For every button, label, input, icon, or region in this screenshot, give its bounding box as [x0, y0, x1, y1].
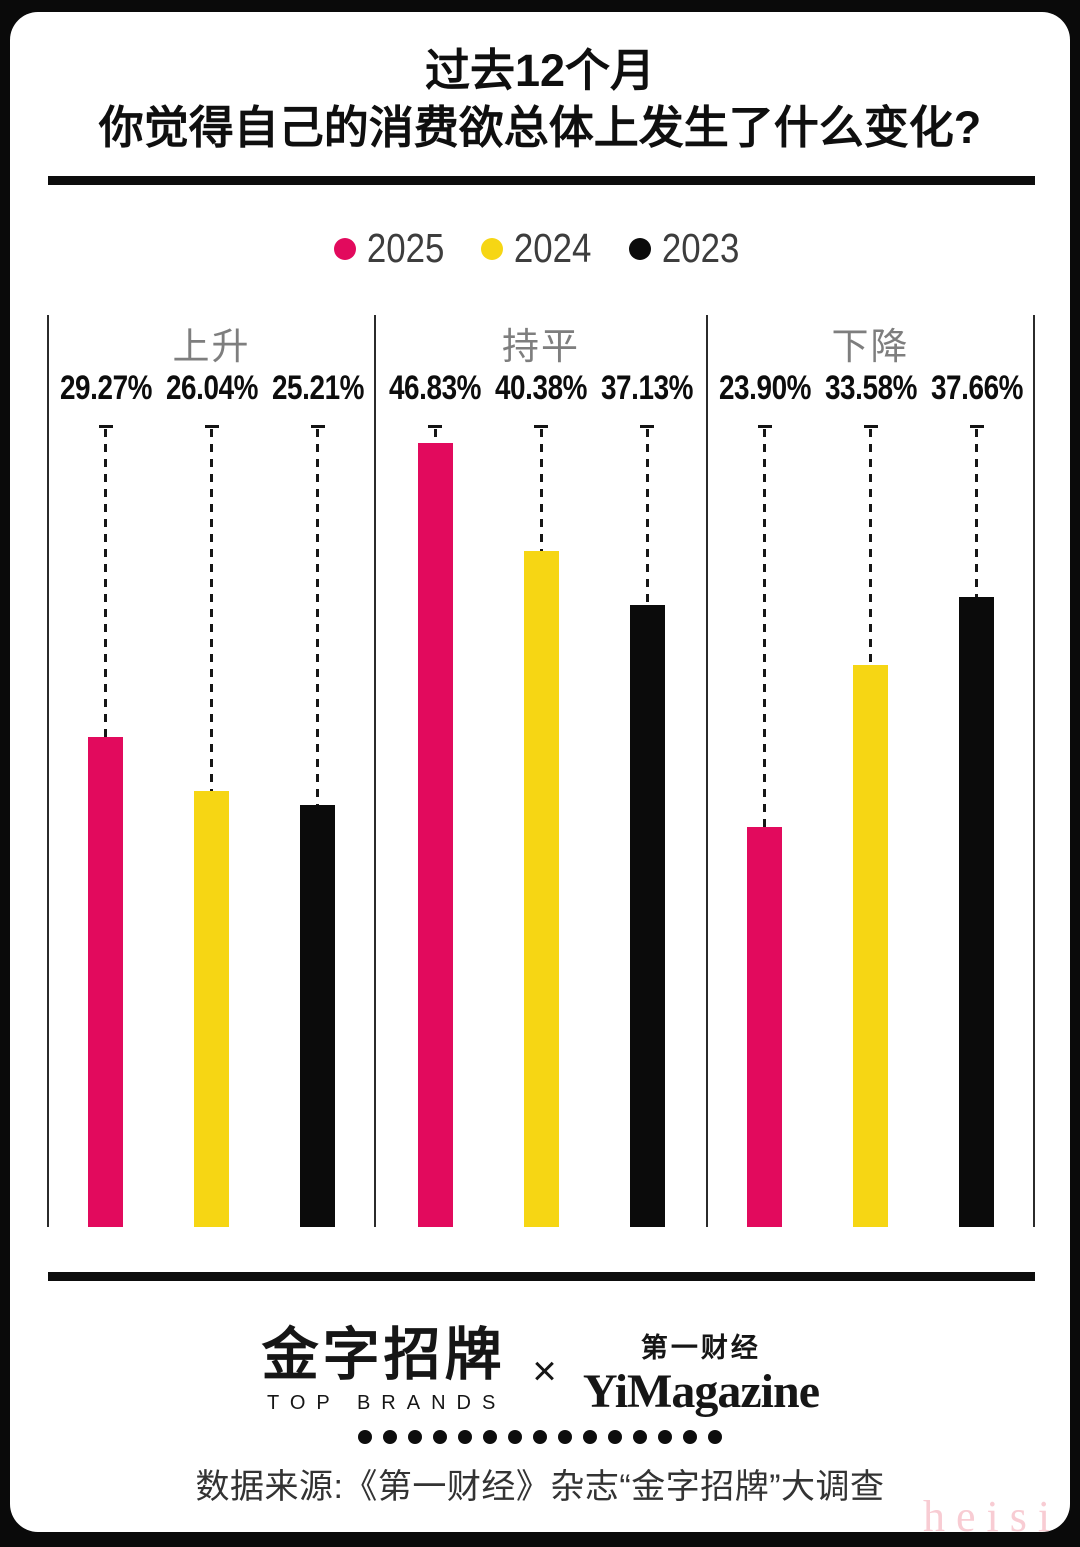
dot [558, 1430, 572, 1444]
top-brands-logo: 金字招牌 TOP BRANDS [261, 1326, 506, 1415]
tick-cap [534, 425, 548, 428]
group-label-持平: 持平 [502, 326, 580, 367]
legend-item-2024: 2024 [481, 228, 598, 269]
collab-x-icon: × [532, 1347, 557, 1394]
group-label-上升: 上升 [172, 326, 251, 367]
leader-dashed-line [433, 429, 437, 444]
dot [658, 1430, 672, 1444]
leader-dashed-line [763, 429, 766, 827]
tick-cap [204, 425, 219, 428]
legend-color-dot [481, 237, 504, 260]
bar-2023-持平 [629, 605, 665, 1227]
dot [608, 1430, 622, 1444]
content-card: 过去12个月 你觉得自己的消费欲总体上发生了什么变化? 2025 2024 2023… [10, 12, 1070, 1532]
bar-value-label: 33.58% [824, 369, 917, 407]
dot [633, 1430, 647, 1444]
yimagazine-logo-cn: 第一财经 [640, 1333, 761, 1363]
dot [483, 1430, 497, 1444]
bar-value-label: 29.27% [59, 369, 152, 407]
tick-cap [757, 425, 772, 428]
bar-2025-下降 [747, 826, 782, 1227]
legend: 2025 2024 2023 [10, 228, 1070, 269]
leader-dashed-line [104, 429, 107, 738]
top-brands-logo-cn: 金字招牌 [261, 1323, 506, 1387]
legend-label: 2025 [367, 225, 445, 271]
legend-color-dot [334, 237, 357, 260]
bar-value-label: 37.66% [930, 369, 1023, 407]
leader-dashed-line [210, 429, 213, 792]
chart-title-line1: 过去12个月 [424, 45, 656, 96]
top-brands-logo-en: TOP BRANDS [267, 1392, 507, 1414]
dot [708, 1430, 722, 1444]
chart-title-line2: 你觉得自己的消费欲总体上发生了什么变化? [98, 102, 982, 153]
footer-logos: 金字招牌 TOP BRANDS × 第一财经 YiMagazine [10, 1326, 1070, 1417]
bar-value-label: 23.90% [718, 369, 811, 407]
chart-title: 过去12个月 你觉得自己的消费欲总体上发生了什么变化? [10, 42, 1070, 156]
tick-cap [98, 425, 113, 428]
leader-dashed-line [539, 429, 543, 552]
dot [408, 1430, 422, 1444]
title-divider-rule [48, 176, 1035, 185]
tick-cap [640, 425, 654, 428]
dot [583, 1430, 597, 1444]
legend-item-2023: 2023 [628, 225, 746, 271]
tick-cap [310, 425, 325, 428]
leader-dashed-line [645, 429, 649, 606]
bar-2024-持平 [523, 551, 559, 1227]
legend-label: 2024 [514, 225, 592, 271]
yimagazine-logo-wordmark: YiMagazine [582, 1365, 820, 1418]
dot [458, 1430, 472, 1444]
dot [683, 1430, 697, 1444]
bar-2023-上升 [300, 805, 335, 1227]
bar-2023-下降 [959, 596, 994, 1227]
dot [358, 1430, 372, 1444]
leader-dashed-line [316, 429, 319, 805]
group-divider [1033, 315, 1035, 1227]
bar-2025-上升 [88, 737, 123, 1227]
source-text: 数据来源:《第一财经》杂志“金字招牌”大调查 [195, 1468, 885, 1506]
leader-dashed-line [869, 429, 872, 665]
leader-dashed-line [975, 429, 978, 597]
dot [508, 1430, 522, 1444]
tick-cap [428, 425, 442, 428]
bar-2024-上升 [194, 791, 229, 1227]
dots-divider [10, 1430, 1070, 1444]
bar-value-label: 37.13% [600, 369, 694, 407]
group-divider [47, 315, 49, 1227]
yimagazine-logo: 第一财经 YiMagazine [582, 1326, 820, 1418]
legend-color-dot [628, 237, 651, 260]
dot [533, 1430, 547, 1444]
watermark: heisi [923, 1492, 1062, 1532]
tick-cap [863, 425, 878, 428]
dot [383, 1430, 397, 1444]
bar-value-label: 26.04% [165, 369, 258, 407]
bar-value-label: 40.38% [494, 369, 588, 407]
footer-divider-rule [48, 1272, 1035, 1281]
bar-value-label: 46.83% [388, 369, 482, 407]
dot [433, 1430, 447, 1444]
bar-value-label: 25.21% [271, 369, 364, 407]
group-label-下降: 下降 [831, 326, 910, 367]
legend-item-2025: 2025 [334, 228, 451, 269]
tick-cap [969, 425, 984, 428]
group-divider [706, 315, 708, 1227]
bar-2025-持平 [417, 443, 453, 1227]
legend-label: 2023 [661, 225, 739, 271]
bar-chart: 上升 29.27% 26.04% 25.21% 持平 46.83% 40.38% 37.13%… [10, 315, 1070, 1227]
bar-2024-下降 [853, 664, 888, 1227]
group-divider [374, 315, 376, 1227]
